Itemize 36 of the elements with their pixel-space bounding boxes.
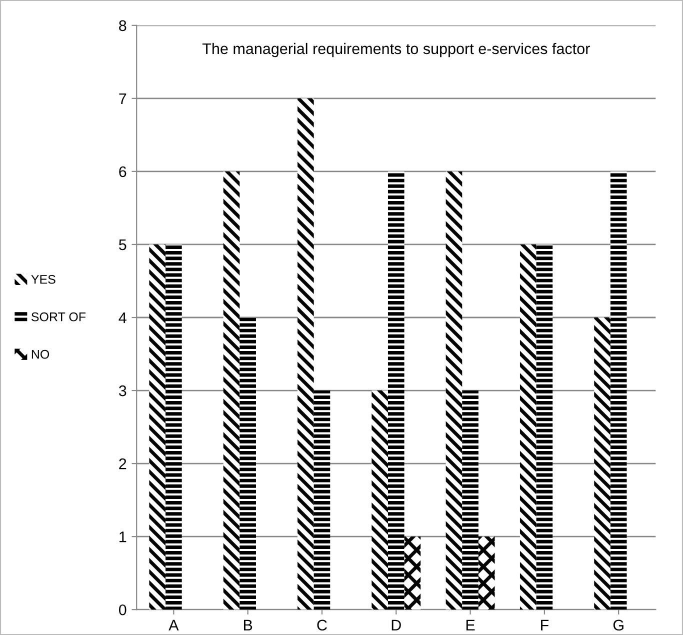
y-tick-label: 8 (119, 20, 126, 32)
y-tick-label: 1 (120, 532, 126, 542)
legend-label: NO (32, 350, 50, 359)
x-tick-label: G (613, 620, 624, 631)
y-tick-label: 5 (118, 240, 126, 250)
bar (298, 98, 314, 610)
bar (536, 244, 553, 610)
bar (240, 318, 256, 610)
bar (149, 244, 166, 610)
x-tick-label: C (317, 620, 327, 631)
y-tick-label: 6 (119, 166, 126, 178)
bar (594, 318, 610, 610)
text: The managerial requirements to support e-services factor (202, 42, 590, 58)
bar (520, 244, 536, 610)
x-tick-label: D (392, 620, 401, 630)
x-tick-label: B (244, 620, 252, 630)
legend-label: YES (31, 274, 56, 284)
bar (446, 171, 462, 610)
bar (478, 536, 495, 610)
y-tick-label: 7 (119, 93, 126, 104)
bar (610, 171, 627, 610)
x-tick-label: F (541, 620, 549, 630)
legend-label: SORT OF (31, 312, 86, 322)
x-tick-label: A (168, 620, 179, 630)
y-tick-label: 3 (118, 385, 126, 396)
bar (314, 390, 330, 610)
y-tick-label: 0 (118, 604, 126, 616)
bar (404, 536, 421, 610)
x-tick-label: E (466, 620, 475, 630)
y-tick-label: 2 (119, 458, 126, 470)
bar (166, 244, 182, 610)
y-tick-label: 4 (118, 312, 126, 324)
bar (462, 390, 478, 610)
bar (223, 171, 240, 610)
bar (372, 390, 388, 610)
bar (388, 171, 404, 610)
